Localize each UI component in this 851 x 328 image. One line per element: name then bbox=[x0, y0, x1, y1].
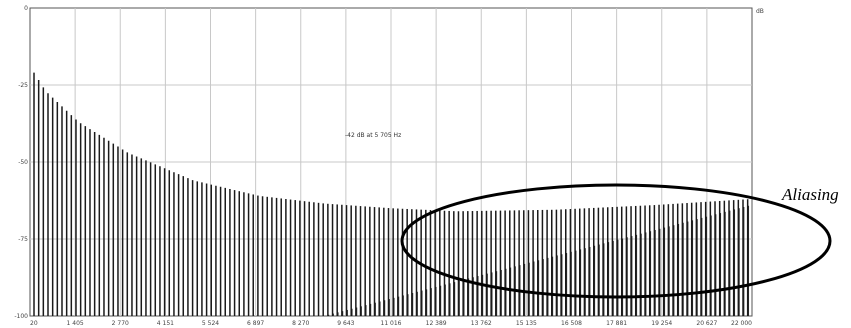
x-tick-label: 22 000 bbox=[731, 320, 752, 327]
x-tick-labels: 20 1 405 2 770 4 151 5 524 6 897 8 270 9 643 11 … bbox=[30, 320, 752, 327]
x-tick-label: 9 643 bbox=[337, 320, 354, 327]
x-tick-label: 16 508 bbox=[561, 320, 582, 327]
y-tick-label: -25 bbox=[18, 82, 28, 89]
x-tick-label: 8 270 bbox=[292, 320, 309, 327]
x-tick-label: 20 627 bbox=[696, 320, 717, 327]
x-tick-label: 12 389 bbox=[426, 320, 447, 327]
x-tick-label: 6 897 bbox=[247, 320, 264, 327]
x-tick-label: 20 bbox=[30, 320, 38, 327]
y-tick-label: -75 bbox=[18, 236, 28, 243]
y-unit-label: dB bbox=[756, 8, 764, 15]
x-tick-label: 19 254 bbox=[651, 320, 672, 327]
x-tick-label: 4 151 bbox=[157, 320, 174, 327]
x-tick-label: 15 135 bbox=[516, 320, 537, 327]
alias-bars bbox=[328, 205, 750, 316]
y-tick-labels: 0 -25 -50 -75 -100 bbox=[14, 5, 28, 320]
x-tick-label: 1 405 bbox=[67, 320, 84, 327]
x-tick-label: 11 016 bbox=[381, 320, 402, 327]
cursor-readout: -42 dB at 5 705 Hz bbox=[345, 132, 401, 139]
y-tick-label: 0 bbox=[24, 5, 28, 12]
x-tick-label: 2 770 bbox=[112, 320, 129, 327]
x-tick-label: 13 762 bbox=[471, 320, 492, 327]
x-tick-label: 17 881 bbox=[606, 320, 627, 327]
aliasing-ellipse bbox=[400, 183, 832, 299]
harmonic-bars bbox=[33, 72, 749, 316]
y-tick-label: -50 bbox=[18, 159, 28, 166]
y-tick-label: -100 bbox=[14, 313, 28, 320]
x-tick-label: 5 524 bbox=[202, 320, 219, 327]
aliasing-annotation: Aliasing bbox=[781, 185, 839, 204]
